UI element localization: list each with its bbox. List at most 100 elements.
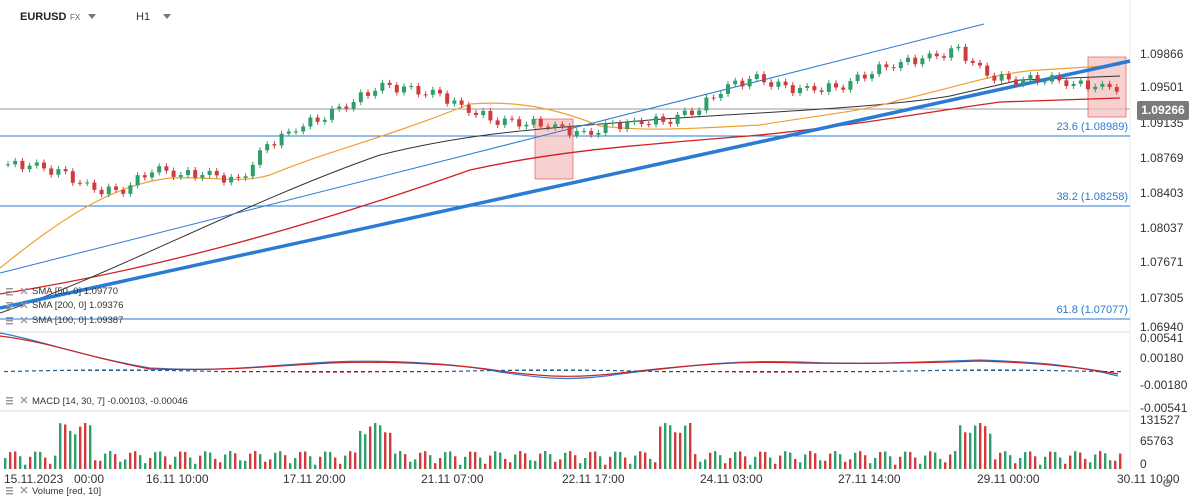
close-icon[interactable] — [20, 486, 30, 495]
macd-histogram-bar — [32, 370, 36, 372]
timeframe-chevron-down-icon[interactable] — [163, 14, 171, 19]
macd-histogram-bar — [459, 370, 463, 372]
volume-bar-up — [534, 460, 537, 469]
macd-histogram-bar — [571, 369, 575, 371]
bear-candle — [618, 122, 622, 130]
macd-histogram-bar — [914, 370, 918, 372]
macd-histogram-bar — [305, 371, 309, 373]
macd-histogram-bar — [564, 369, 568, 371]
bear-candle — [934, 53, 939, 57]
volume-bar-up — [479, 457, 482, 469]
volume-bar-up — [159, 451, 162, 469]
sma100-legend[interactable]: SMA [100, 0] 1.09387 — [32, 315, 124, 326]
volume-bar-up — [789, 452, 792, 469]
volume-bar-up — [704, 459, 707, 469]
macd-histogram-bar — [144, 369, 148, 371]
volume-bar-up — [224, 454, 227, 469]
macd-histogram-bar — [172, 369, 176, 372]
bear-candle — [222, 175, 226, 183]
bull-candle — [798, 87, 802, 94]
drag-handle-icon[interactable] — [6, 486, 16, 495]
macd-histogram-bar — [676, 371, 680, 373]
macd-histogram-bar — [74, 369, 78, 371]
volume-bar-down — [389, 432, 392, 469]
symbol-label[interactable]: EURUSD — [20, 11, 67, 23]
volume-bar-down — [574, 455, 577, 469]
volume-bar-down — [739, 451, 742, 469]
volume-bar-down — [979, 423, 982, 469]
volume-bar-up — [24, 464, 27, 469]
bull-candle — [128, 185, 133, 194]
volume-bar-down — [674, 432, 677, 469]
volume-bar-up — [749, 464, 752, 469]
close-icon[interactable] — [20, 316, 30, 325]
close-icon[interactable] — [20, 287, 30, 296]
gear-icon[interactable] — [1162, 478, 1172, 488]
macd-histogram-bar — [473, 370, 477, 372]
volume-bar-down — [944, 462, 947, 469]
volume-bar-up — [954, 451, 957, 469]
bull-candle — [294, 131, 298, 133]
bull-candle — [430, 89, 435, 95]
bull-candle — [502, 118, 507, 125]
bull-candle — [999, 74, 1004, 81]
sma200-legend[interactable]: SMA [200, 0] 1.09376 — [32, 300, 124, 311]
macd-histogram-bar — [256, 371, 260, 373]
volume-bar-up — [989, 433, 992, 469]
symbol-chevron-down-icon[interactable] — [88, 14, 96, 19]
macd-histogram-bar — [1103, 371, 1107, 373]
macd-histogram-bar — [4, 370, 8, 373]
bear-candle — [99, 189, 104, 195]
bear-candle — [891, 67, 896, 69]
volume-bar-up — [74, 434, 77, 469]
volume-bar-down — [84, 423, 87, 469]
bull-candle — [906, 57, 910, 63]
volume-bar-up — [959, 425, 962, 469]
macd-histogram-bar — [487, 370, 491, 372]
volume-bar-up — [464, 456, 467, 469]
close-icon[interactable] — [20, 301, 30, 310]
bear-candle — [49, 168, 54, 175]
macd-histogram-bar — [802, 371, 806, 373]
volume-legend[interactable]: Volume [red, 10] — [32, 486, 102, 497]
bear-candle — [114, 186, 118, 190]
volume-bar-up — [514, 454, 517, 469]
timeframe-label[interactable]: H1 — [136, 11, 151, 23]
drag-handle-icon[interactable] — [6, 301, 16, 310]
volume-bar-up — [119, 461, 122, 469]
bear-candle — [517, 119, 522, 127]
volume-bar-up — [669, 425, 672, 469]
bear-candle — [459, 100, 464, 105]
bear-candle — [567, 126, 572, 136]
bull-candle — [733, 80, 738, 85]
sma50-legend[interactable]: SMA [50, 0] 1.09770 — [32, 286, 119, 297]
volume-bar-down — [994, 459, 997, 469]
macd-histogram-bar — [130, 369, 134, 371]
drag-handle-icon[interactable] — [6, 287, 16, 296]
macd-histogram-bar — [501, 369, 505, 371]
macd-legend[interactable]: MACD [14, 30, 7] -0.00103, -0.00046 — [32, 396, 188, 407]
volume-bar-down — [909, 451, 912, 469]
volume-bar-down — [729, 458, 732, 469]
drag-handle-icon[interactable] — [6, 316, 16, 325]
volume-bar-down — [809, 451, 812, 469]
macd-histogram-bar — [557, 369, 561, 371]
volume-bar-down — [559, 459, 562, 469]
volume-bar-down — [759, 451, 762, 469]
drag-handle-icon[interactable] — [6, 396, 16, 405]
macd-histogram-bar — [599, 369, 603, 371]
bear-candle — [423, 94, 428, 96]
close-icon[interactable] — [20, 396, 30, 405]
bull-candle — [1100, 83, 1105, 87]
bear-candle — [142, 175, 147, 178]
bear-candle — [42, 162, 46, 169]
volume-bar-down — [999, 452, 1002, 469]
bull-candle — [373, 90, 378, 96]
macd-histogram-bar — [1096, 370, 1100, 373]
bull-candle — [200, 175, 205, 178]
macd-histogram-bar — [893, 370, 897, 372]
volume-bar-down — [554, 461, 557, 469]
volume-bar-down — [94, 460, 97, 469]
macd-histogram-bar — [249, 371, 253, 373]
